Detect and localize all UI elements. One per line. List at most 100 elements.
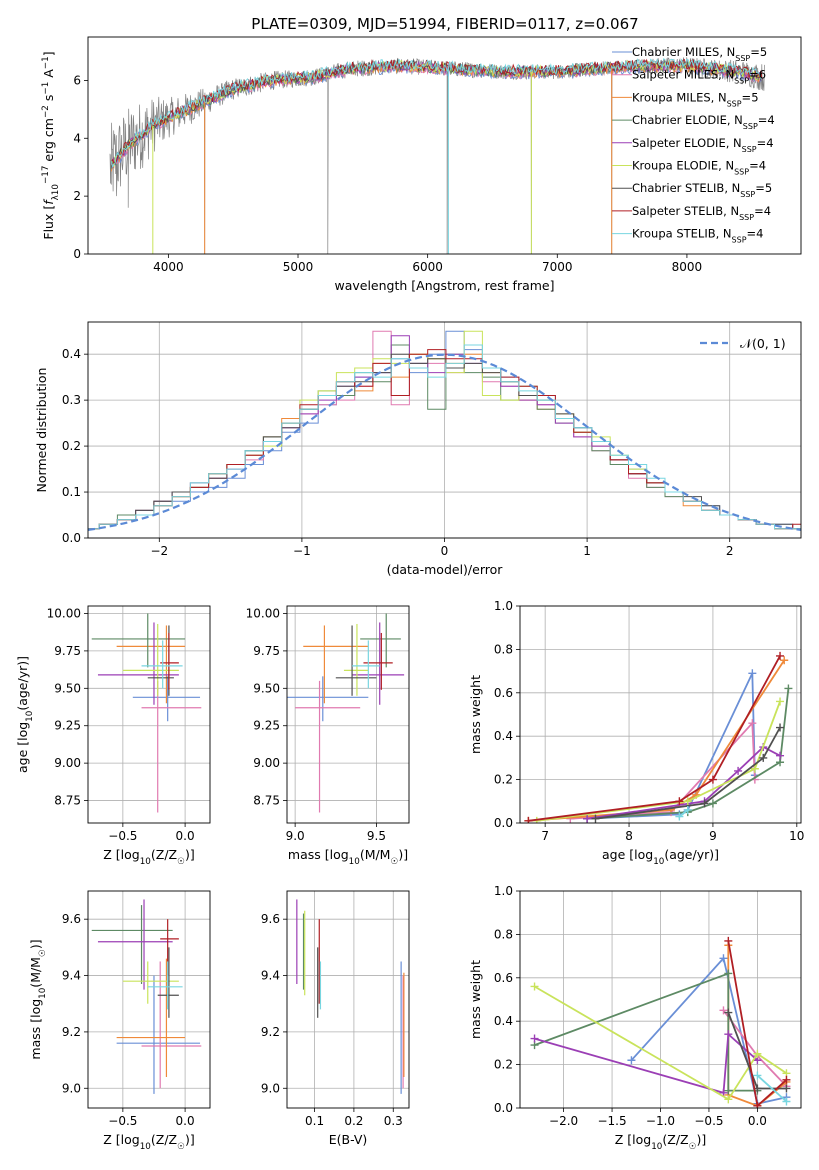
y-axis-label: age [log10(age/yr)] [15, 656, 35, 773]
legend-entry-sub: SSP [727, 99, 742, 108]
y-tick-label: 0.0 [494, 1101, 513, 1115]
legend-entry: Salpeter MILES, NSSP=6 [632, 68, 766, 86]
legend-entry-eq: = [749, 159, 759, 173]
y-tick-label: 9.6 [62, 912, 81, 926]
x-tick-label: 0.0 [176, 1114, 195, 1128]
x-tick-label: 9.5 [367, 829, 386, 843]
y-axis-label-part: (age/yr)] [15, 656, 30, 711]
scatter-plot-area [296, 899, 405, 1094]
weight-marker [724, 1086, 733, 1095]
weight-marker [776, 723, 785, 732]
legend-entry-sub: SSP [742, 144, 757, 153]
legend-entry-sub: SSP [734, 76, 749, 85]
legend-entry-n: , N [718, 159, 734, 173]
x-axis-label: Z [log10(Z/Z☉)] [103, 1132, 194, 1152]
legend-entry-n: , N [726, 136, 742, 150]
y-tick-label: 9.4 [62, 969, 81, 983]
legend-entry-value: 6 [759, 68, 766, 82]
y-tick-label: 1.0 [494, 599, 513, 613]
y-tick-label: 0.2 [62, 439, 81, 453]
y-axis-label-part: erg cm [41, 118, 56, 166]
age-vs-mass-panel: 9.0 9.5 8.75 9.00 9.25 9.50 9.75 10.00 mass [log… [246, 605, 410, 867]
figure-title: PLATE=0309, MJD=51994, FIBERID=0117, z=0… [251, 15, 638, 33]
legend-entry-eq: = [749, 68, 759, 82]
legend-entry-value: 5 [751, 90, 758, 104]
legend-entry-eq: = [742, 90, 752, 104]
legend-entry-name: Salpeter STELIB [632, 204, 723, 218]
x-axis-label-part: ☉ [689, 1142, 697, 1152]
y-tick-label: 0.0 [62, 531, 81, 545]
y-axis-label-part: A [41, 69, 56, 82]
y-tick-label: 9.0 [261, 1081, 280, 1095]
legend-entry: Kroupa STELIB, NSSP=4 [632, 227, 764, 245]
weight-marker [530, 982, 539, 991]
x-tick-label: 2 [726, 544, 734, 558]
legend-entry-value: 4 [756, 227, 763, 241]
y-tick-label: 9.50 [54, 681, 81, 695]
spectrum-plot-area [109, 57, 765, 254]
weight-marker [734, 766, 743, 775]
weight-marker [748, 719, 757, 728]
y-tick-label: 9.6 [261, 912, 280, 926]
y-tick-label: 0.4 [494, 729, 513, 743]
scatter-plot-area [91, 613, 202, 813]
legend-entry-sub: SSP [740, 190, 755, 199]
weight-marker [719, 1006, 728, 1015]
weight-line [595, 727, 781, 820]
y-tick-label: 10.00 [47, 606, 81, 620]
weight-marker [776, 697, 785, 706]
x-tick-label: 7 [541, 829, 549, 843]
gaussian-curve [88, 353, 801, 531]
y-tick-label: 0.3 [62, 393, 81, 407]
x-axis-label: age [log10(age/yr)] [602, 847, 719, 867]
x-tick-label: −1 [293, 544, 311, 558]
y-tick-label: 9.2 [62, 1025, 81, 1039]
x-tick-label: −0.5 [108, 1114, 137, 1128]
weight-marker [583, 814, 592, 823]
x-axis-label: Z [log10(Z/Z☉)] [103, 847, 194, 867]
weight-marker [753, 1049, 762, 1058]
x-tick-label: 6000 [412, 260, 443, 274]
x-axis-label-part: (Z/Z [151, 847, 177, 862]
weight-marker [748, 669, 757, 678]
legend-entry: Chabrier STELIB, NSSP=5 [632, 181, 772, 199]
legend-entry-name: Kroupa STELIB [632, 227, 716, 241]
y-axis-label-part: mass [log [28, 999, 43, 1060]
y-tick-label: 0.8 [494, 642, 513, 656]
axes-frame [87, 890, 211, 1109]
x-axis-label-part: Z [log [103, 1132, 139, 1147]
x-tick-label: 0.0 [748, 1114, 767, 1128]
y-tick-label: 0.6 [494, 971, 513, 985]
y-tick-label: 0.0 [494, 816, 513, 830]
legend-entry-eq: = [754, 204, 764, 218]
legend-entry-eq: = [758, 113, 768, 127]
y-tick-label: 4 [73, 131, 81, 145]
y-tick-label: 9.00 [54, 756, 81, 770]
legend-entry-sub: SSP [735, 54, 750, 63]
weight-marker [776, 651, 785, 660]
weight-marker [524, 816, 533, 823]
x-axis-label: wavelength [Angstrom, rest frame] [334, 278, 554, 293]
y-axis-label-part: −1 [41, 56, 51, 69]
y-axis-label-part: 10 [38, 988, 48, 999]
y-axis-label-part: 10 [25, 711, 35, 722]
weight-marker [724, 1030, 733, 1039]
weight-vs-Z-panel: −2.0 −1.5 −1.0 −0.5 0.0 0.0 0.2 0.4 0.6 0.8 1.0 Z [… [468, 884, 802, 1152]
legend-entry-eq: = [755, 181, 765, 195]
legend-entry: Salpeter ELODIE, NSSP=4 [632, 136, 774, 154]
legend-entry-sub: SSP [732, 235, 747, 244]
y-axis-label-part: age [log [15, 722, 30, 773]
x-tick-label: 0.0 [176, 829, 195, 843]
y-tick-label: 0.1 [62, 485, 81, 499]
weight-marker [708, 775, 717, 784]
legend-entry: Kroupa MILES, NSSP=5 [632, 90, 759, 108]
y-tick-label: 2 [73, 189, 81, 203]
weight-marker [683, 805, 692, 814]
y-tick-label: 6 [73, 73, 81, 87]
legend-entry-name: Kroupa ELODIE [632, 159, 718, 173]
legend-entry: Chabrier ELODIE, NSSP=4 [632, 113, 775, 131]
x-axis-label-part: mass [log [288, 847, 349, 862]
x-axis-label-part: )] [185, 847, 195, 862]
y-tick-label: 1.0 [494, 884, 513, 898]
